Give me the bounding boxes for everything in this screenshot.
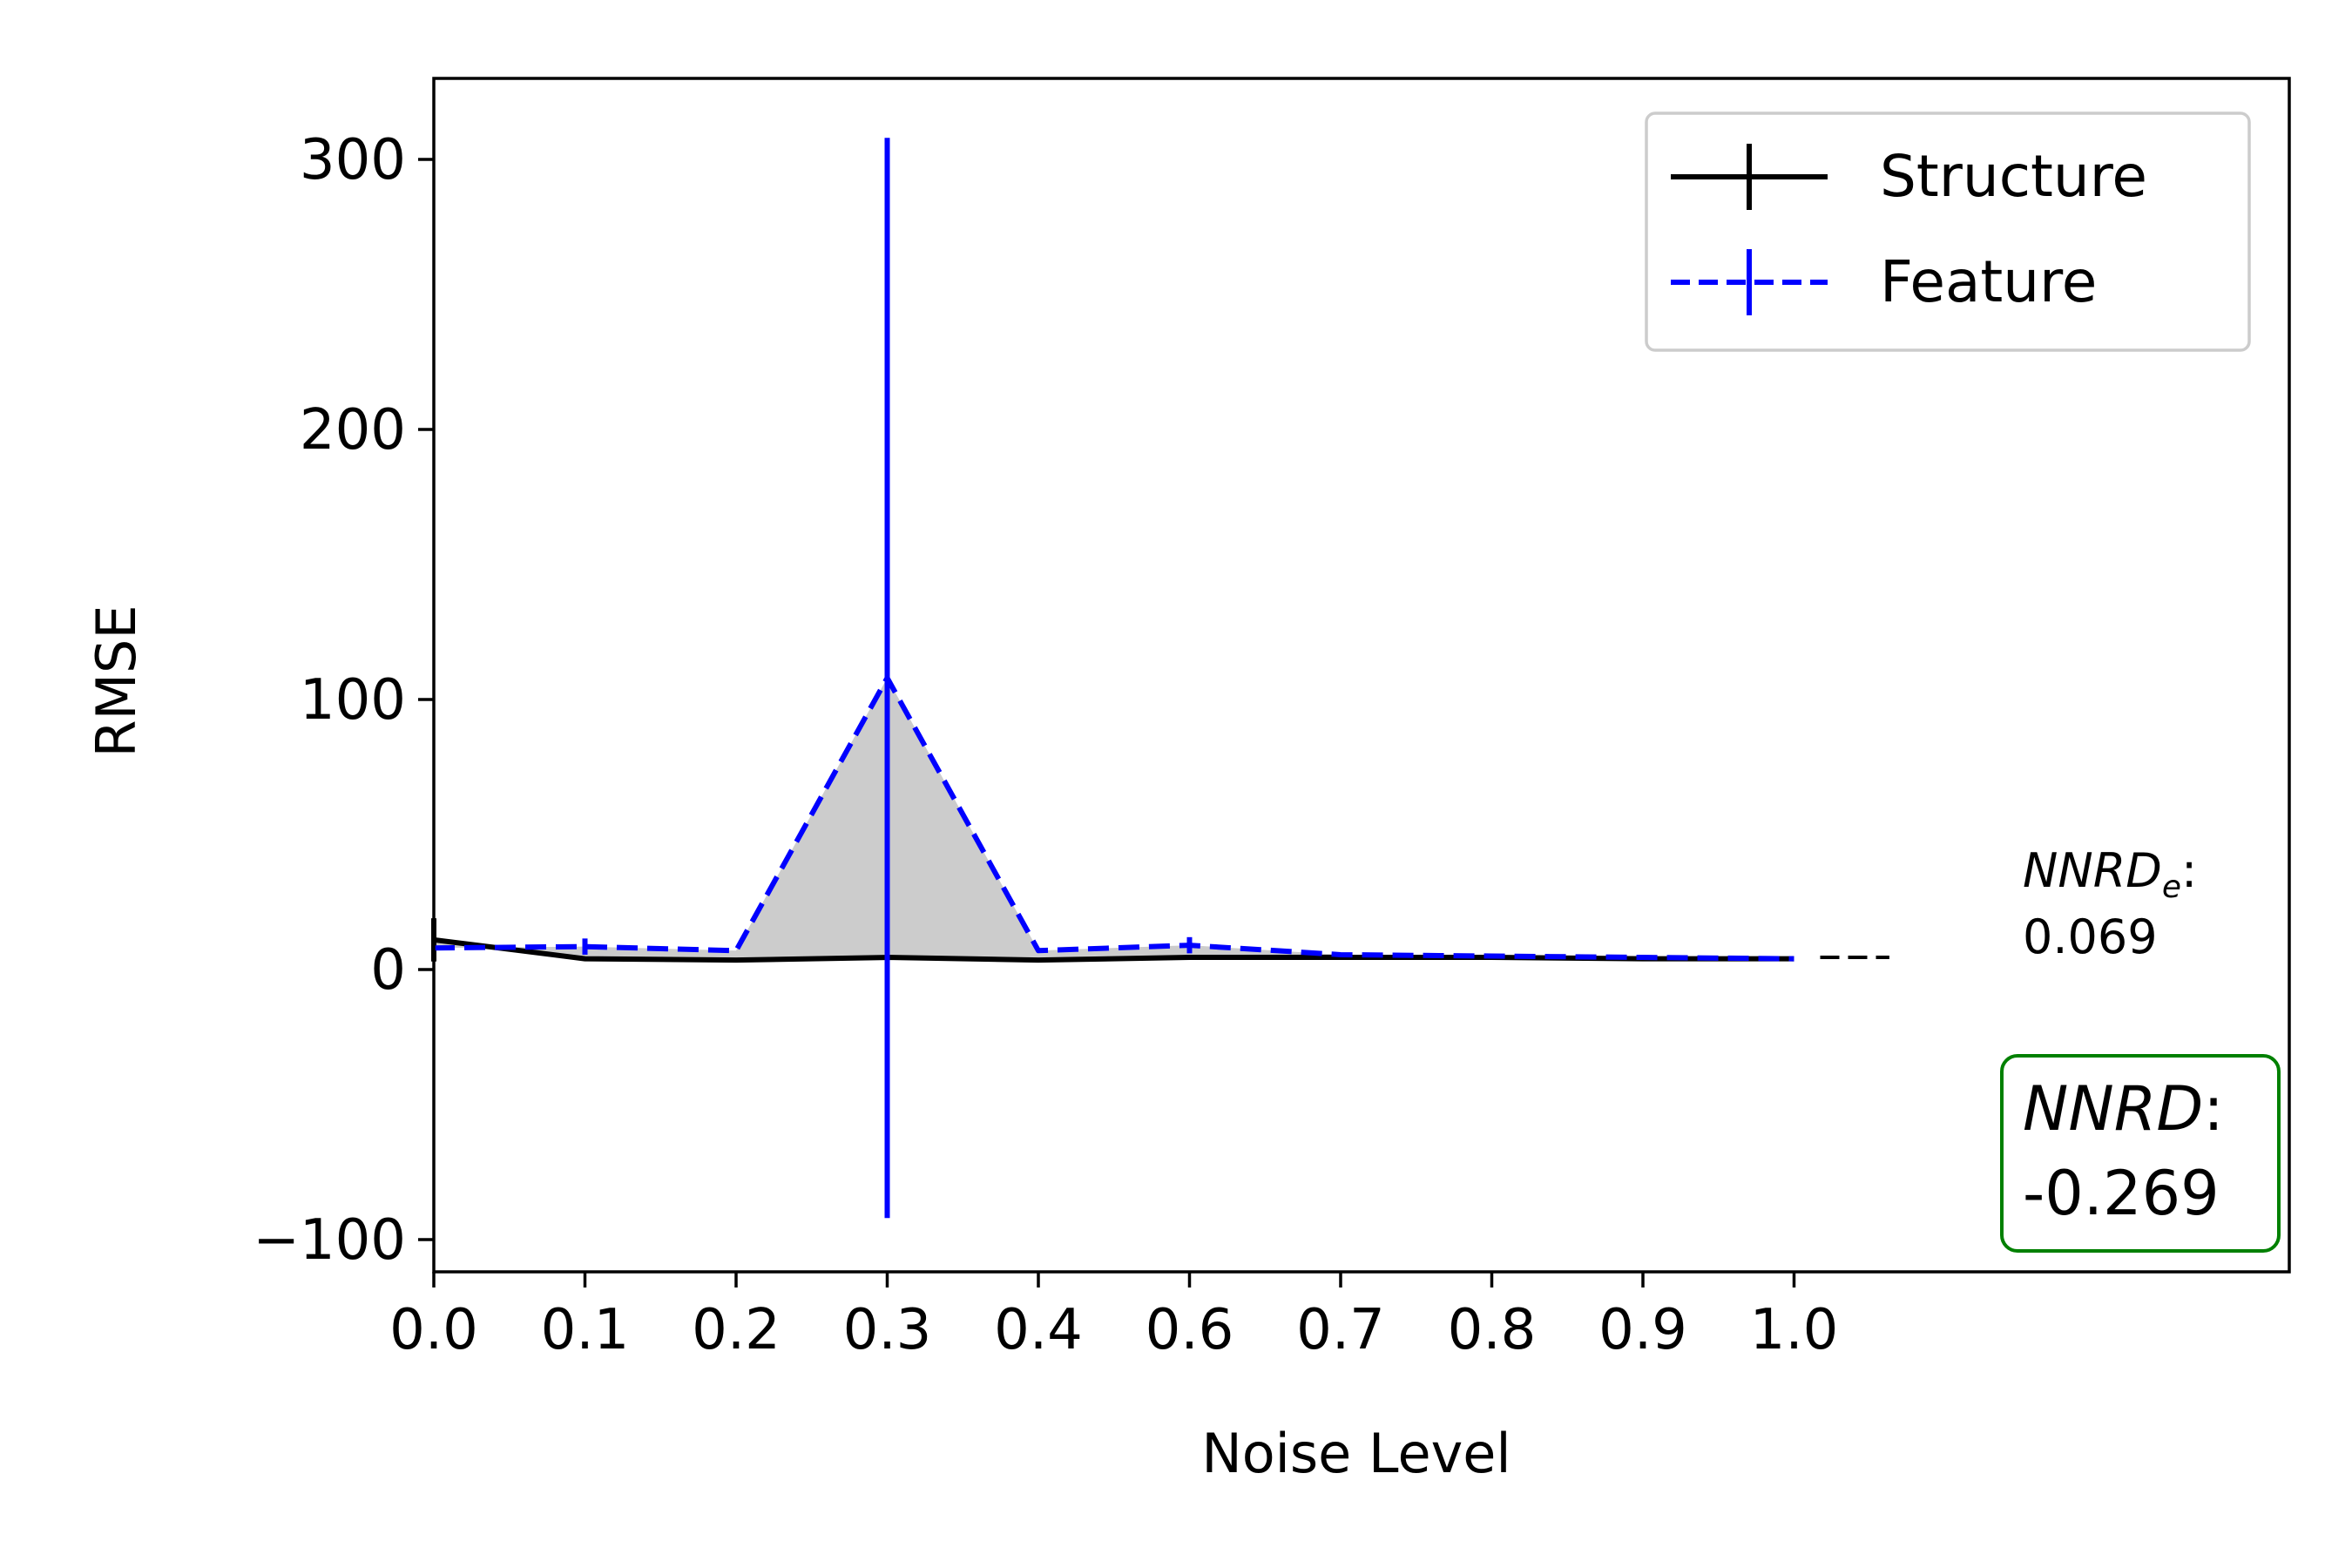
- series-line-feature: [433, 675, 1794, 962]
- x-tick-label: 0.0: [389, 1298, 478, 1362]
- y-tick-label: 300: [300, 128, 406, 193]
- legend-feature-marker: [1671, 249, 1828, 315]
- x-tick-label: 1.0: [1750, 1298, 1839, 1362]
- x-tick-label: 0.7: [1296, 1298, 1385, 1362]
- nnrd-e-label: NNRD: [2023, 843, 2162, 898]
- nnrd-label: NNRD: [2023, 1073, 2203, 1145]
- x-axis-label: Noise Level: [1201, 1422, 1511, 1485]
- x-tick-label: 0.2: [692, 1298, 781, 1362]
- y-tick-label: 100: [300, 668, 406, 733]
- nnrd-e-value: 0.069: [2023, 909, 2158, 964]
- x-tick-label: 0.9: [1598, 1298, 1687, 1362]
- series-line-structure: [433, 936, 1794, 963]
- nnrd-e-subscript: e: [2162, 869, 2181, 905]
- legend-box: [1645, 112, 2251, 352]
- legend: Structure Feature: [1645, 112, 2251, 352]
- nnrd-suffix: :: [2203, 1073, 2224, 1145]
- y-axis: −100 0 100 200 300: [253, 128, 434, 1273]
- legend-structure-marker: [1671, 144, 1828, 210]
- x-axis: 0.0 0.1 0.2 0.3 0.4 0.6 0.7 0.8 0.9 1.0: [389, 1272, 1838, 1362]
- x-tick-label: 0.6: [1146, 1298, 1234, 1362]
- y-axis-label: RMSE: [84, 605, 148, 757]
- plot-layer: [431, 138, 1889, 1219]
- y-tick-label: −100: [253, 1208, 406, 1273]
- y-tick-label: 0: [370, 938, 406, 1003]
- nnrd-box: [2000, 1054, 2281, 1253]
- legend-structure-label: Structure: [1880, 143, 2147, 210]
- nnrd-annotation: NNRD:: [2023, 1073, 2224, 1145]
- fill-between-area: [434, 678, 1794, 961]
- nnrd-e-annotation: NNRDe:: [2023, 843, 2197, 905]
- x-tick-label: 0.3: [843, 1298, 932, 1362]
- nnrd-e-suffix: :: [2181, 843, 2197, 898]
- legend-feature-label: Feature: [1880, 248, 2097, 315]
- nnrd-value: -0.269: [2023, 1158, 2220, 1229]
- y-tick-label: 200: [300, 398, 406, 463]
- x-tick-label: 0.1: [541, 1298, 630, 1362]
- x-tick-label: 0.8: [1448, 1298, 1537, 1362]
- x-tick-label: 0.4: [994, 1298, 1083, 1362]
- plot-frame: [432, 77, 2291, 1274]
